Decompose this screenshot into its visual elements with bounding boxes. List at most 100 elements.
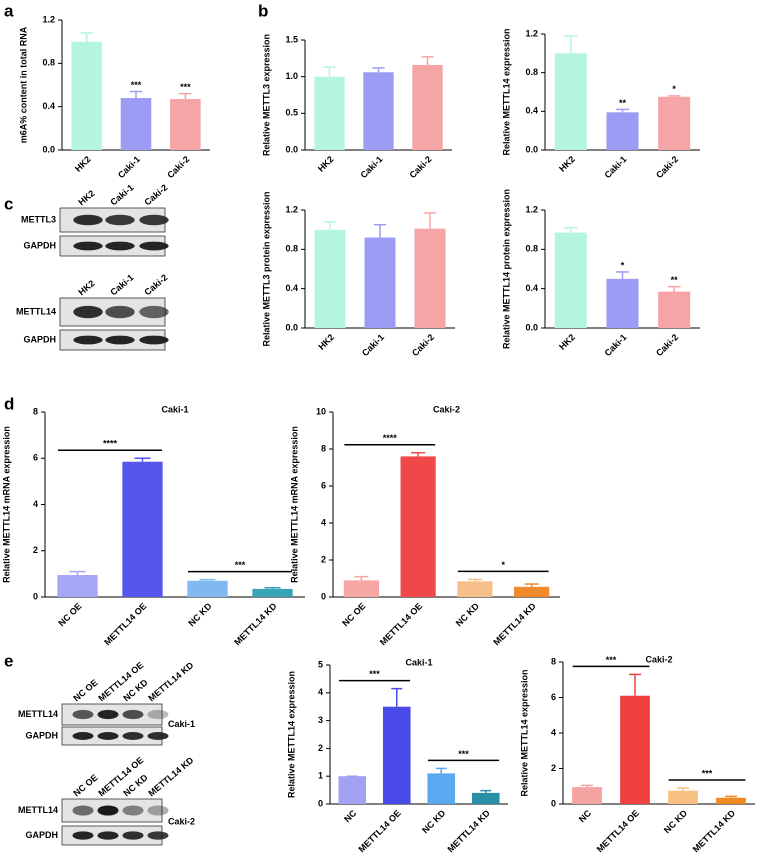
lane-label: NC OE xyxy=(71,677,99,703)
blot-band xyxy=(147,805,169,816)
bar xyxy=(606,112,639,150)
y-tick-label: 8 xyxy=(33,406,38,416)
x-tick-label: METTL14 OE xyxy=(595,808,641,854)
y-tick-label: 1.5 xyxy=(285,34,298,44)
y-tick-label: 0 xyxy=(321,591,326,601)
blot-band xyxy=(72,732,94,740)
y-axis-label: Relative METTL14 protein expression xyxy=(501,189,511,349)
x-tick-label: NC OE xyxy=(340,601,367,628)
significance: *** xyxy=(235,560,246,570)
x-tick-label: METTL14 KD xyxy=(691,808,738,855)
cell-line-label: Caki-2 xyxy=(168,816,195,826)
y-tick-label: 0.8 xyxy=(525,244,538,254)
blot-band xyxy=(105,305,135,319)
significance: *** xyxy=(606,655,617,665)
chart-title: Caki-2 xyxy=(645,654,672,664)
x-tick-label: METTL14 OE xyxy=(378,601,424,647)
x-tick-label: HK2 xyxy=(557,154,577,174)
y-tick-label: 6 xyxy=(33,453,38,463)
y-tick-label: 1.2 xyxy=(525,204,538,214)
bar xyxy=(363,72,394,150)
significance: *** xyxy=(458,749,469,759)
x-tick-label: NC KD xyxy=(420,808,448,836)
y-tick-label: 1.2 xyxy=(525,28,538,38)
chart-title: Caki-1 xyxy=(161,404,188,414)
bar xyxy=(120,98,152,150)
y-tick-label: 1.2 xyxy=(285,204,298,214)
bar xyxy=(343,580,379,597)
blot-band xyxy=(122,805,144,816)
blot-band xyxy=(97,732,119,740)
significance: *** xyxy=(369,669,380,679)
y-tick-label: 0.4 xyxy=(525,283,538,293)
y-tick-label: 0 xyxy=(318,798,323,808)
bar xyxy=(514,586,550,597)
y-tick-label: 4 xyxy=(33,499,38,509)
blot-band xyxy=(72,805,94,816)
row-label: GAPDH xyxy=(25,830,58,840)
blot-band xyxy=(73,241,103,251)
bar xyxy=(122,461,163,597)
bar xyxy=(412,64,443,150)
x-tick-label: Caki-1 xyxy=(116,154,142,180)
significance: **** xyxy=(103,439,118,449)
bar xyxy=(71,41,102,150)
bar xyxy=(554,232,587,328)
y-tick-label: 0.5 xyxy=(285,108,298,118)
bar xyxy=(252,588,293,597)
bar xyxy=(668,790,698,804)
y-tick-label: 4 xyxy=(321,517,326,527)
y-tick-label: 0.0 xyxy=(525,144,538,154)
bar xyxy=(400,456,436,597)
row-label: GAPDH xyxy=(23,334,56,344)
lane-label: Caki-2 xyxy=(142,272,169,297)
blot-band xyxy=(105,214,135,226)
blot-band xyxy=(139,241,169,251)
x-tick-label: Caki-2 xyxy=(407,154,433,180)
bar xyxy=(658,291,691,328)
bar xyxy=(620,695,650,804)
x-tick-label: METTL14 OE xyxy=(102,601,148,647)
significance: * xyxy=(672,84,676,94)
x-tick-label: Caki-1 xyxy=(602,154,628,180)
lane-label: NC OE xyxy=(71,772,99,798)
y-tick-label: 10 xyxy=(316,406,326,416)
y-tick-label: 2 xyxy=(318,743,323,753)
blot-band xyxy=(72,709,94,720)
x-tick-label: Caki-2 xyxy=(410,332,436,358)
y-tick-label: 5 xyxy=(318,659,323,669)
x-tick-label: HK2 xyxy=(557,332,577,352)
significance: * xyxy=(621,260,625,270)
lane-label: HK2 xyxy=(76,278,96,297)
y-tick-label: 6 xyxy=(321,480,326,490)
bar xyxy=(606,278,639,328)
blot-band xyxy=(122,831,144,840)
y-tick-label: 1.2 xyxy=(42,14,55,24)
y-tick-label: 1.0 xyxy=(285,71,298,81)
bar xyxy=(382,706,411,804)
x-tick-label: HK2 xyxy=(316,332,336,352)
bar xyxy=(427,773,456,804)
blot-band xyxy=(72,831,94,840)
lane-label: Caki-1 xyxy=(108,182,135,207)
y-tick-label: 0.4 xyxy=(42,101,55,111)
y-axis-label: Relative METTL14 expression xyxy=(501,28,511,155)
significance: * xyxy=(501,560,505,570)
blot-band xyxy=(122,732,144,740)
significance: ** xyxy=(619,98,627,108)
x-tick-label: HK2 xyxy=(73,154,93,174)
chart-title: Caki-1 xyxy=(405,657,432,667)
y-tick-label: 2 xyxy=(321,554,326,564)
blot-band xyxy=(73,214,103,226)
row-label: METTL14 xyxy=(16,306,56,316)
y-tick-label: 2 xyxy=(551,763,556,773)
x-tick-label: Caki-2 xyxy=(165,154,191,180)
x-tick-label: METTL14 KD xyxy=(446,808,493,855)
blot-band xyxy=(97,831,119,840)
x-tick-label: Caki-2 xyxy=(654,332,680,358)
blot-band xyxy=(73,335,103,345)
x-tick-label: METTL14 KD xyxy=(232,601,279,648)
bar xyxy=(314,229,346,328)
y-tick-label: 0 xyxy=(551,798,556,808)
y-axis-label: Relative METTL3 expression xyxy=(261,34,271,156)
